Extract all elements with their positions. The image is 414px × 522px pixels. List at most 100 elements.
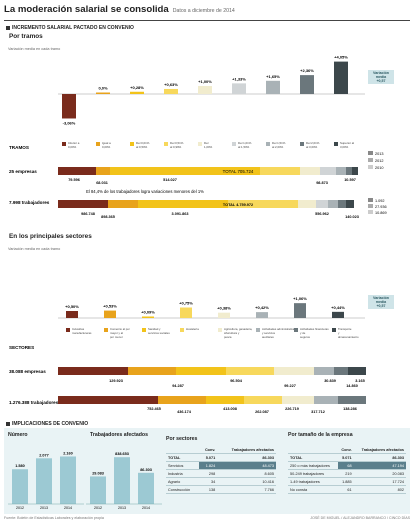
data-label: +1,65% (266, 74, 280, 79)
value-label: 98.873 (316, 181, 328, 185)
category-label: 1,00% (204, 145, 213, 149)
table-cell: 5.071 (337, 453, 354, 462)
legend-label: 1.092 (375, 199, 385, 203)
callout-tramos: Variación media +0,57 (368, 70, 394, 84)
table-cell: 20.083 (353, 469, 406, 478)
table-row: Agrario 34 10.416 (166, 477, 276, 486)
category-label: Actividades administrativas (262, 327, 296, 331)
legend-swatch (66, 328, 70, 332)
table-row: 1-49 trabajadores 1.885 17.724 (288, 477, 406, 486)
table-cell: 17.724 (353, 477, 406, 486)
table-cell: 219 (337, 469, 354, 478)
legend-label: 2010 (375, 166, 383, 170)
category-label: Del 0,51% (170, 141, 184, 145)
row-label: 7.998 trabajadores (9, 200, 50, 205)
legend-swatch (62, 142, 66, 146)
bar (96, 92, 110, 94)
table-sectores: SECTORES 38.088 empresas 1.276.388 trabaja… (9, 345, 366, 414)
category-label: Inferior a (68, 141, 80, 145)
header-cell: Conv. (199, 446, 218, 454)
legend-swatch (368, 158, 373, 162)
bar-segment (338, 200, 346, 208)
category-label: mayor y al (110, 331, 123, 335)
category-label: y (338, 331, 340, 335)
data-label: 838.653 (115, 452, 129, 456)
legend-swatch (218, 328, 222, 332)
bar (256, 312, 268, 318)
tick-label: 2014 (64, 506, 72, 510)
section-title-incremento: INCREMENTO SALARIAL PACTADO EN CONVENIO (6, 25, 134, 31)
category-label: y de (300, 331, 306, 335)
bar-segment (58, 167, 96, 175)
company-table-title: Por tamaño de la empresa (288, 432, 353, 438)
sector-table: Conv. Trabajadores afectados TOTAL 5.071 86.… (166, 446, 276, 494)
bar-segment (110, 167, 260, 175)
data-label: 1.580 (15, 464, 25, 468)
category-label: Transporte (338, 327, 352, 331)
table-header: Conv. Trabajadores afectados (288, 446, 406, 454)
bar-segment (58, 200, 108, 208)
legend-label: 27.936 (375, 205, 387, 209)
value-label: 96.504 (230, 379, 243, 383)
table-row: 50-249 trabajadores 219 20.083 (288, 469, 406, 478)
tick-label: 2014 (142, 506, 150, 510)
legend-swatch (130, 142, 134, 146)
table-cell: 86.303 (217, 453, 276, 462)
bar (36, 458, 52, 504)
value-label: 138.286 (343, 407, 357, 411)
value-label: 99.227 (284, 384, 296, 388)
tick-label: 2013 (118, 506, 126, 510)
table-row: Servicios 1.824 48.473 (166, 461, 276, 470)
data-label: +0,42% (255, 305, 269, 310)
table-cell: TOTAL (166, 453, 200, 462)
table-cell: 802 (353, 485, 406, 494)
legend-swatch (368, 151, 373, 155)
bar-segment (316, 200, 328, 208)
category-label: Del (204, 141, 209, 145)
value-label: 514.027 (163, 178, 177, 182)
bar-segment (58, 396, 158, 404)
legend-swatch (164, 142, 168, 146)
header: La moderación salarial se consolida Dato… (4, 4, 235, 18)
value-label: TOTAL 4.759.972 (223, 203, 253, 207)
header-cell (166, 446, 200, 454)
bar-segment (226, 367, 274, 375)
category-label: pesca (224, 335, 232, 339)
axis-label: Variación media en cada tramo (8, 47, 60, 51)
bar (300, 75, 314, 94)
legend-swatch (256, 328, 260, 332)
legend-swatch (232, 142, 236, 146)
legend-swatch (300, 142, 304, 146)
bar-segment (336, 167, 346, 175)
category-label: Hostelería (186, 327, 199, 331)
data-label: +0,44% (331, 305, 345, 310)
table-cell: 61 (337, 485, 354, 494)
category-label: Agricultura, ganadería, (224, 327, 253, 331)
legend-swatch (368, 165, 373, 169)
table-row: TOTAL 5.071 86.303 (166, 453, 276, 462)
legend-swatch (294, 328, 298, 332)
bar-segment (352, 167, 358, 175)
bar (130, 91, 144, 94)
table-cell: 8.605 (217, 469, 276, 478)
value-label: 79.596 (68, 178, 80, 182)
legend-label: 10.869 (375, 211, 387, 215)
bar-segment (138, 200, 228, 208)
bar-segment (58, 367, 128, 375)
value-label: 413.008 (223, 407, 237, 411)
bar-segment (346, 200, 354, 208)
table-cell: 250 o más trabajadores (288, 461, 338, 470)
data-label: +0,53% (103, 304, 117, 309)
implicaciones-number-title: Número (8, 432, 28, 438)
data-label: +0,75% (179, 301, 193, 306)
data-label: +1,00% (198, 79, 212, 84)
legend-label: 2013 (375, 152, 383, 156)
category-label: seguros (300, 335, 311, 339)
table-cell: 10.416 (217, 477, 276, 486)
bar-segment (346, 167, 352, 175)
category-label: al 2,00% (272, 145, 284, 149)
value-label: 436.174 (177, 410, 192, 414)
data-label: +0,63% (164, 82, 178, 87)
bar-segment (274, 367, 314, 375)
data-label: +0,28% (130, 85, 144, 90)
